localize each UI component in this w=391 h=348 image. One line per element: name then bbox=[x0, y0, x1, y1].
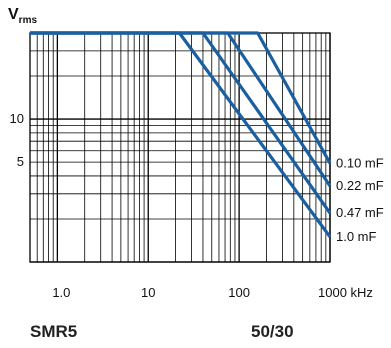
series-line-4 bbox=[30, 31, 332, 238]
series-label-2: 0.22 mF bbox=[336, 178, 384, 193]
series-label-4: 1.0 mF bbox=[336, 229, 377, 244]
model-label: SMR5 bbox=[30, 322, 78, 341]
y-axis-title: Vrms bbox=[8, 6, 37, 26]
y-tick-label: 5 bbox=[17, 154, 24, 169]
series-line-1 bbox=[30, 31, 332, 165]
x-tick-label: 1.0 bbox=[52, 285, 70, 300]
y-tick-label: 10 bbox=[10, 111, 24, 126]
x-tick-label: 1000 kHz bbox=[318, 285, 373, 300]
chart-labels: Vrms 1.0 10 100 1000 kHz 10 5 0.10 mF 0.22 mF 0.4… bbox=[8, 6, 384, 300]
series-label-1: 0.10 mF bbox=[336, 155, 384, 170]
series-line-3 bbox=[30, 31, 332, 215]
series-line-2 bbox=[30, 31, 332, 187]
y-axis-title-sub: rms bbox=[19, 15, 38, 26]
x-tick-label: 100 bbox=[228, 285, 250, 300]
chart-series bbox=[30, 31, 332, 238]
series-label-3: 0.47 mF bbox=[336, 205, 384, 220]
rating-label: 50/30 bbox=[251, 322, 294, 341]
x-tick-label: 10 bbox=[141, 285, 155, 300]
